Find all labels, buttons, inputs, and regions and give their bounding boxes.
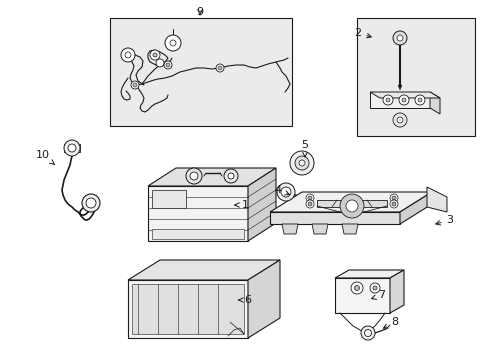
Circle shape bbox=[281, 187, 290, 197]
Circle shape bbox=[185, 168, 202, 184]
Circle shape bbox=[307, 196, 311, 200]
Circle shape bbox=[86, 198, 96, 208]
Circle shape bbox=[396, 35, 402, 41]
Polygon shape bbox=[229, 322, 244, 334]
Polygon shape bbox=[399, 192, 431, 224]
Circle shape bbox=[401, 98, 405, 102]
Circle shape bbox=[165, 63, 170, 67]
Circle shape bbox=[218, 66, 222, 70]
Circle shape bbox=[396, 117, 402, 123]
Circle shape bbox=[224, 169, 238, 183]
Circle shape bbox=[170, 40, 176, 46]
Circle shape bbox=[350, 282, 362, 294]
Polygon shape bbox=[334, 278, 389, 313]
Circle shape bbox=[298, 160, 305, 166]
Text: 5: 5 bbox=[301, 140, 308, 157]
Circle shape bbox=[398, 95, 408, 105]
Polygon shape bbox=[369, 92, 439, 98]
Circle shape bbox=[391, 196, 395, 200]
Circle shape bbox=[64, 140, 80, 156]
Circle shape bbox=[276, 183, 294, 201]
Circle shape bbox=[82, 194, 100, 212]
Circle shape bbox=[289, 151, 313, 175]
Bar bbox=[356, 18, 474, 136]
Circle shape bbox=[305, 200, 313, 208]
Polygon shape bbox=[128, 280, 247, 338]
Circle shape bbox=[133, 83, 137, 87]
Circle shape bbox=[385, 98, 389, 102]
Polygon shape bbox=[389, 270, 403, 313]
Circle shape bbox=[391, 202, 395, 206]
Circle shape bbox=[369, 283, 379, 293]
Polygon shape bbox=[132, 284, 244, 334]
Polygon shape bbox=[369, 92, 429, 108]
Circle shape bbox=[68, 144, 76, 152]
Text: 2: 2 bbox=[354, 28, 370, 38]
Circle shape bbox=[360, 326, 374, 340]
Polygon shape bbox=[148, 186, 247, 241]
Circle shape bbox=[307, 202, 311, 206]
Circle shape bbox=[294, 156, 308, 170]
Polygon shape bbox=[316, 200, 386, 207]
Text: 3: 3 bbox=[435, 215, 452, 225]
Circle shape bbox=[305, 194, 313, 202]
Text: 7: 7 bbox=[371, 290, 385, 300]
Circle shape bbox=[125, 52, 131, 58]
Circle shape bbox=[346, 200, 357, 212]
Polygon shape bbox=[247, 168, 275, 241]
Text: 1: 1 bbox=[234, 200, 248, 210]
Polygon shape bbox=[334, 270, 403, 278]
Circle shape bbox=[392, 113, 406, 127]
Text: 6: 6 bbox=[238, 295, 251, 305]
Text: 10: 10 bbox=[36, 150, 55, 165]
Circle shape bbox=[156, 59, 163, 67]
Circle shape bbox=[153, 53, 157, 57]
Circle shape bbox=[131, 81, 139, 89]
Polygon shape bbox=[311, 224, 327, 234]
Polygon shape bbox=[64, 144, 80, 152]
Circle shape bbox=[150, 50, 160, 60]
Circle shape bbox=[121, 48, 135, 62]
Polygon shape bbox=[341, 224, 357, 234]
Polygon shape bbox=[128, 260, 280, 280]
Bar bbox=[110, 18, 291, 126]
Circle shape bbox=[364, 329, 371, 337]
Polygon shape bbox=[282, 224, 297, 234]
Circle shape bbox=[164, 35, 181, 51]
Circle shape bbox=[163, 61, 172, 69]
Circle shape bbox=[227, 173, 234, 179]
Circle shape bbox=[339, 194, 363, 218]
Circle shape bbox=[417, 98, 421, 102]
Circle shape bbox=[414, 95, 424, 105]
Polygon shape bbox=[269, 212, 399, 224]
Polygon shape bbox=[247, 260, 280, 338]
Polygon shape bbox=[152, 190, 185, 208]
Circle shape bbox=[190, 172, 198, 180]
Text: 4: 4 bbox=[274, 185, 289, 195]
Polygon shape bbox=[269, 192, 431, 212]
Circle shape bbox=[389, 194, 397, 202]
Circle shape bbox=[389, 200, 397, 208]
Text: 9: 9 bbox=[196, 7, 203, 17]
Circle shape bbox=[372, 286, 376, 290]
Circle shape bbox=[382, 95, 392, 105]
Polygon shape bbox=[148, 168, 275, 186]
Polygon shape bbox=[152, 229, 244, 239]
Polygon shape bbox=[429, 92, 439, 114]
Circle shape bbox=[354, 285, 359, 291]
Circle shape bbox=[392, 31, 406, 45]
Polygon shape bbox=[397, 85, 401, 90]
Text: 8: 8 bbox=[383, 317, 398, 328]
Polygon shape bbox=[426, 187, 446, 212]
Circle shape bbox=[216, 64, 224, 72]
